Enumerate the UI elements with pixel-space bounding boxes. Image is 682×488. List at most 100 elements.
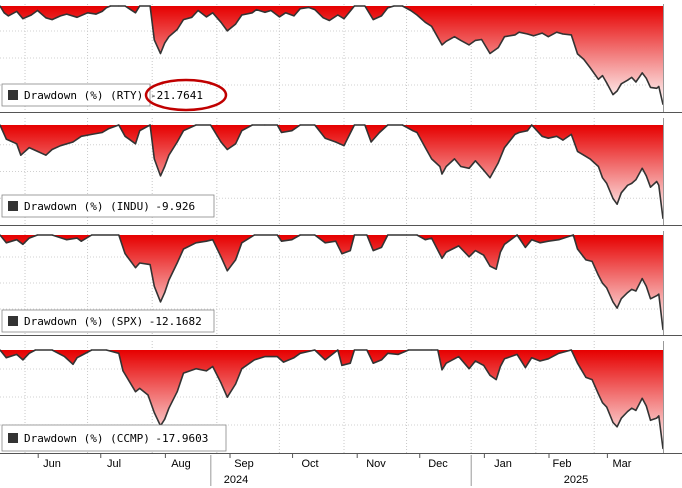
data-point bbox=[412, 130, 414, 132]
data-point bbox=[134, 12, 137, 14]
data-point bbox=[589, 66, 591, 69]
data-point bbox=[153, 39, 155, 41]
data-point bbox=[499, 251, 501, 253]
data-point bbox=[176, 141, 178, 143]
data-point bbox=[627, 79, 629, 81]
data-point bbox=[118, 234, 120, 236]
data-point bbox=[45, 154, 47, 156]
data-point bbox=[253, 234, 255, 236]
data-point bbox=[195, 242, 197, 244]
data-point bbox=[431, 158, 433, 160]
data-point bbox=[474, 160, 476, 162]
data-point bbox=[337, 349, 339, 351]
data-point bbox=[341, 364, 343, 366]
data-point bbox=[597, 78, 600, 80]
data-point bbox=[410, 9, 412, 12]
data-point bbox=[416, 234, 418, 236]
data-point bbox=[101, 131, 103, 134]
data-point bbox=[241, 242, 243, 244]
legend-1: Drawdown (%) (RTY) -21.7641 bbox=[1, 78, 228, 112]
data-point bbox=[72, 141, 74, 143]
data-point bbox=[124, 5, 126, 7]
data-point bbox=[314, 9, 316, 11]
data-point bbox=[576, 150, 579, 152]
data-point bbox=[139, 130, 141, 132]
data-point bbox=[255, 9, 257, 11]
data-point bbox=[531, 357, 533, 359]
data-point bbox=[105, 349, 107, 351]
data-point bbox=[539, 242, 541, 244]
data-point bbox=[197, 9, 199, 12]
data-point bbox=[558, 239, 560, 241]
data-point bbox=[353, 349, 355, 351]
data-point bbox=[147, 394, 149, 396]
data-point bbox=[5, 138, 7, 140]
data-point bbox=[80, 240, 82, 242]
data-point bbox=[556, 31, 558, 33]
data-point bbox=[601, 75, 604, 77]
data-point bbox=[627, 292, 629, 294]
data-point bbox=[168, 36, 170, 38]
data-point bbox=[212, 239, 214, 241]
data-point bbox=[583, 58, 585, 61]
data-point bbox=[291, 130, 293, 132]
data-point bbox=[635, 179, 637, 181]
data-point bbox=[645, 175, 647, 177]
data-point bbox=[134, 143, 137, 145]
data-point bbox=[220, 141, 222, 143]
data-point bbox=[95, 13, 97, 15]
data-point bbox=[606, 287, 608, 289]
data-point bbox=[656, 87, 658, 89]
data-point bbox=[570, 133, 572, 135]
data-point bbox=[176, 28, 178, 31]
data-point bbox=[393, 5, 395, 7]
data-point bbox=[416, 131, 418, 134]
data-point bbox=[324, 359, 326, 361]
data-point bbox=[182, 19, 185, 21]
panel-4: Drawdown (%) (CCMP) -17.9603 bbox=[0, 341, 682, 454]
data-point bbox=[518, 131, 520, 134]
data-point bbox=[458, 356, 460, 358]
highlight-circle bbox=[144, 78, 228, 112]
data-point bbox=[547, 358, 549, 360]
data-point bbox=[282, 361, 285, 363]
data-point bbox=[533, 35, 535, 37]
data-point bbox=[531, 239, 533, 241]
data-point bbox=[481, 38, 483, 41]
data-point bbox=[387, 7, 389, 9]
legend-value: -21.7641 bbox=[150, 89, 203, 102]
data-point bbox=[612, 421, 614, 424]
data-point bbox=[51, 148, 53, 151]
data-point bbox=[293, 15, 295, 17]
data-point bbox=[620, 83, 622, 85]
data-point bbox=[241, 14, 243, 16]
data-point bbox=[656, 417, 658, 419]
drawdown-line bbox=[0, 234, 664, 330]
data-point bbox=[51, 19, 53, 21]
data-point bbox=[353, 124, 355, 126]
data-point bbox=[518, 31, 520, 33]
data-point bbox=[585, 259, 587, 261]
data-point bbox=[576, 362, 579, 364]
right-axis-strip bbox=[663, 231, 682, 335]
data-point bbox=[253, 359, 255, 361]
data-point bbox=[387, 234, 389, 236]
data-point bbox=[366, 349, 368, 351]
data-point bbox=[139, 5, 141, 7]
data-point bbox=[503, 147, 506, 149]
data-point bbox=[570, 34, 572, 36]
legend-box bbox=[1, 424, 227, 452]
data-point bbox=[205, 16, 207, 18]
data-point bbox=[514, 133, 516, 135]
data-point bbox=[503, 243, 506, 245]
data-point bbox=[460, 165, 462, 168]
data-point bbox=[76, 357, 78, 359]
data-point bbox=[153, 158, 155, 160]
data-point bbox=[489, 265, 491, 267]
data-point bbox=[101, 10, 103, 12]
data-point bbox=[474, 250, 476, 252]
data-point bbox=[635, 409, 637, 411]
data-point bbox=[439, 165, 441, 168]
right-axis-strip bbox=[663, 4, 682, 112]
data-point bbox=[562, 33, 564, 35]
